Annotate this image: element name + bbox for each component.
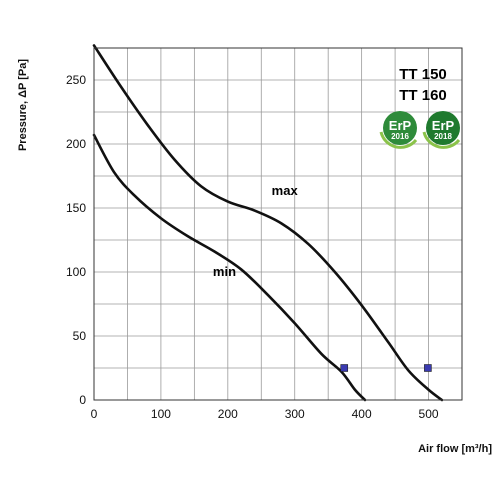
y-tick-label: 0 bbox=[79, 393, 86, 407]
badge-swoosh bbox=[422, 131, 461, 149]
x-tick-label: 0 bbox=[91, 407, 98, 421]
y-tick-label: 250 bbox=[66, 73, 86, 87]
model-label-1: TT 150 bbox=[399, 66, 447, 83]
x-tick-label: 500 bbox=[419, 407, 439, 421]
x-tick-label: 300 bbox=[285, 407, 305, 421]
model-label-2: TT 160 bbox=[399, 87, 447, 104]
badge-text: ErP bbox=[389, 118, 412, 133]
y-tick-label: 100 bbox=[66, 265, 86, 279]
curves bbox=[92, 44, 444, 402]
badge-text: ErP bbox=[432, 118, 455, 133]
series-line-min bbox=[92, 133, 367, 402]
series-line-max bbox=[92, 44, 444, 402]
badge-circle bbox=[426, 111, 460, 145]
series-label-min: min bbox=[213, 264, 236, 279]
y-axis-label: Pressure, ΔP [Pa] bbox=[17, 59, 29, 151]
operating-point-marker-max bbox=[424, 364, 432, 372]
y-tick-label: 200 bbox=[66, 137, 86, 151]
x-tick-label: 400 bbox=[352, 407, 372, 421]
y-tick-label: 50 bbox=[73, 329, 87, 343]
plot-frame bbox=[93, 47, 463, 401]
y-tick-label: 150 bbox=[66, 201, 86, 215]
series-label-max: max bbox=[272, 183, 299, 198]
markers bbox=[340, 364, 432, 372]
erp-2016-badge: ErP 2016 bbox=[379, 111, 418, 149]
operating-point-marker-min bbox=[340, 364, 349, 372]
x-axis-label: Air flow [m³/h] bbox=[418, 443, 492, 455]
badge-swoosh bbox=[379, 131, 418, 149]
erp-2018-badge: ErP 2018 bbox=[422, 111, 461, 149]
x-tick-label: 200 bbox=[218, 407, 238, 421]
tick-labels: 0 100 200 300 400 500 0 50 100 150 200 250 bbox=[66, 73, 439, 421]
x-tick-label: 100 bbox=[151, 407, 171, 421]
badge-circle bbox=[383, 111, 417, 145]
badge-year: 2016 bbox=[391, 132, 409, 141]
badge-year: 2018 bbox=[434, 132, 452, 141]
